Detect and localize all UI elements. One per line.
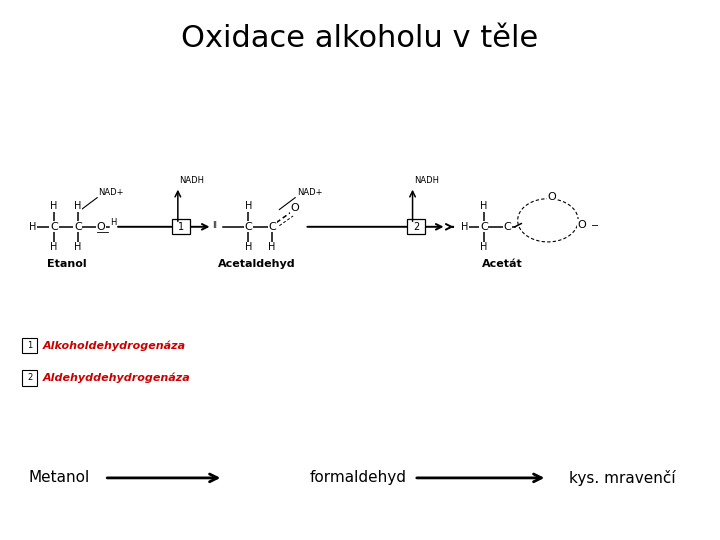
Text: Aldehyddehydrogenáza: Aldehyddehydrogenáza <box>43 373 191 383</box>
Text: H: H <box>461 222 468 232</box>
Text: 2: 2 <box>27 374 32 382</box>
Text: NAD+: NAD+ <box>98 187 123 197</box>
Text: C: C <box>480 222 487 232</box>
Text: Oxidace alkoholu v těle: Oxidace alkoholu v těle <box>181 24 539 53</box>
Text: C: C <box>245 222 252 232</box>
Text: 1: 1 <box>179 222 184 232</box>
Text: Metanol: Metanol <box>29 470 90 485</box>
Text: NADH: NADH <box>179 176 204 185</box>
Text: O: O <box>96 222 105 232</box>
Text: C: C <box>504 222 511 232</box>
Text: O: O <box>548 192 557 201</box>
Text: C: C <box>74 222 81 232</box>
Text: H: H <box>480 242 487 252</box>
Bar <box>22 370 37 386</box>
Text: 2: 2 <box>413 222 419 232</box>
Text: −: − <box>591 221 599 231</box>
Bar <box>22 338 37 353</box>
Text: H: H <box>50 201 58 211</box>
Text: H: H <box>29 222 36 232</box>
Text: NADH: NADH <box>414 176 439 185</box>
Text: H: H <box>50 242 58 252</box>
Text: Etanol: Etanol <box>47 259 86 269</box>
Text: C: C <box>50 222 58 232</box>
Text: 1: 1 <box>27 341 32 350</box>
Text: H: H <box>110 218 117 227</box>
Text: Alkoholdehydrogenáza: Alkoholdehydrogenáza <box>43 340 186 351</box>
Bar <box>408 219 425 234</box>
Text: H: H <box>245 242 252 252</box>
Text: Acetaldehyd: Acetaldehyd <box>218 259 295 269</box>
Text: kys. mravenčí: kys. mravenčí <box>569 470 675 486</box>
Text: H: H <box>74 201 81 211</box>
Text: II: II <box>212 221 217 230</box>
Text: Acetát: Acetát <box>482 259 522 269</box>
Bar <box>173 219 190 234</box>
Text: H: H <box>74 242 81 252</box>
Text: O: O <box>577 220 586 229</box>
Text: NAD+: NAD+ <box>297 187 322 197</box>
Text: formaldehyd: formaldehyd <box>310 470 407 485</box>
Text: H: H <box>245 201 252 211</box>
Text: H: H <box>269 242 276 252</box>
Text: O: O <box>291 204 300 213</box>
Text: H: H <box>480 201 487 211</box>
Text: C: C <box>269 222 276 232</box>
